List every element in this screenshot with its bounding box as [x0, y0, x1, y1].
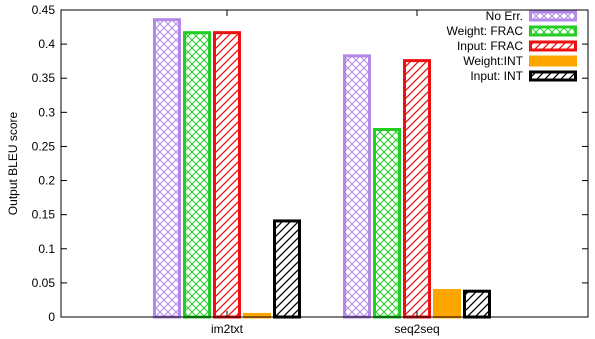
bar-seq2seq-3: [433, 289, 461, 319]
y-tick-label: 0.35: [32, 71, 56, 85]
y-tick-label: 0: [48, 310, 55, 324]
legend-label: Input: FRAC: [457, 39, 523, 53]
bar-im2txt-1: [183, 31, 211, 319]
bar-seq2seq-0: [343, 54, 371, 319]
legend-label: Input: INT: [470, 69, 523, 83]
bar-im2txt-0: [153, 18, 181, 319]
y-axis: 0 0.05 0.1 0.15 0.2 0.25 0.3 0.35 0.4 0.45: [32, 3, 588, 324]
bar-seq2seq-2: [403, 59, 431, 319]
legend-swatch: [529, 10, 577, 22]
x-tick-label: seq2seq: [394, 322, 439, 336]
y-tick-label: 0.05: [32, 276, 56, 290]
bar-seq2seq-1: [373, 128, 401, 319]
plot-frame: [60, 9, 589, 318]
y-axis-title: Output BLEU score: [6, 111, 20, 215]
y-tick-label: 0.45: [32, 3, 56, 17]
y-tick-label: 0.4: [38, 37, 55, 51]
legend-swatch: [529, 25, 577, 37]
bars-layer: [153, 18, 491, 319]
legend-label: Weight:INT: [463, 54, 523, 68]
y-tick-label: 0.1: [38, 242, 55, 256]
x-axis: im2txt seq2seq: [211, 10, 440, 336]
legend-swatch: [529, 55, 577, 67]
legend-label: No Err.: [486, 9, 523, 23]
legend-swatch: [529, 70, 577, 82]
y-tick-label: 0.15: [32, 208, 56, 222]
bar-im2txt-2: [213, 31, 241, 319]
y-tick-label: 0.25: [32, 139, 56, 153]
bar-seq2seq-4: [463, 289, 491, 319]
legend-swatch: [529, 40, 577, 52]
y-tick-label: 0.2: [38, 174, 55, 188]
x-tick-label: im2txt: [211, 322, 244, 336]
bar-im2txt-4: [273, 219, 301, 319]
legend-label: Weight: FRAC: [447, 24, 524, 38]
y-tick-label: 0.3: [38, 105, 55, 119]
